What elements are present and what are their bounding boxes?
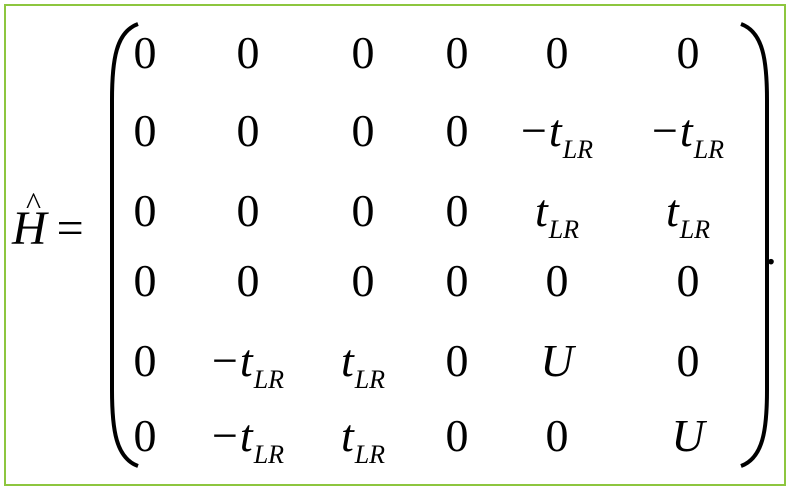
matrix-cell-r1-c6: 0	[676, 27, 700, 78]
matrix-cell-r6-c5: 0	[545, 410, 569, 461]
matrix-cell-r2-c4: 0	[445, 105, 469, 156]
matrix-cell-r3-c1: 0	[133, 185, 157, 236]
hamiltonian-symbol: H ^	[12, 185, 47, 255]
hat-accent: ^	[26, 185, 42, 221]
equals-sign: =	[56, 202, 84, 255]
matrix-cell-r2-c6: −tLR	[651, 105, 725, 164]
matrix-cell-r6-c6: U	[671, 410, 705, 461]
matrix-cell-r4-c6: 0	[676, 255, 700, 306]
matrix-cell-r3-c4: 0	[445, 185, 469, 236]
matrix-cell-r5-c3: tLR	[340, 335, 386, 394]
matrix-cell-r1-c2: 0	[236, 27, 260, 78]
matrix-cell-r3-c5: tLR	[534, 185, 580, 244]
matrix-cell-r3-c2: 0	[236, 185, 260, 236]
matrix-cell-r5-c5: U	[540, 335, 574, 386]
matrix-cell-r6-c1: 0	[133, 410, 157, 461]
matrix-cell-r4-c1: 0	[133, 255, 157, 306]
matrix-cell-r3-c3: 0	[351, 185, 375, 236]
matrix-cell-r5-c2: −tLR	[211, 335, 285, 394]
matrix-cell-r2-c1: 0	[133, 105, 157, 156]
equation-lhs: H ^ =	[12, 185, 84, 255]
matrix-cell-r5-c1: 0	[133, 335, 157, 386]
matrix-cell-r1-c4: 0	[445, 27, 469, 78]
matrix-cell-r2-c3: 0	[351, 105, 375, 156]
matrix-cell-r6-c4: 0	[445, 410, 469, 461]
matrix-cell-r4-c5: 0	[545, 255, 569, 306]
matrix-cell-r1-c5: 0	[545, 27, 569, 78]
matrix-cell-r3-c6: tLR	[665, 185, 711, 244]
matrix-cell-r4-c2: 0	[236, 255, 260, 306]
trailing-period: .	[765, 222, 777, 275]
matrix-cell-r6-c3: tLR	[340, 410, 386, 469]
matrix-cell-r4-c4: 0	[445, 255, 469, 306]
matrix-cell-r6-c2: −tLR	[211, 410, 285, 469]
matrix-cell-r2-c5: −tLR	[520, 105, 594, 164]
matrix-cell-r4-c3: 0	[351, 255, 375, 306]
matrix-cell-r5-c6: 0	[676, 335, 700, 386]
matrix-cell-r1-c3: 0	[351, 27, 375, 78]
matrix-cell-r2-c2: 0	[236, 105, 260, 156]
matrix-left-bracket	[104, 20, 144, 470]
matrix-cell-r1-c1: 0	[133, 27, 157, 78]
equation-frame	[4, 4, 786, 486]
matrix-right-bracket	[735, 20, 775, 470]
matrix-cell-r5-c4: 0	[445, 335, 469, 386]
